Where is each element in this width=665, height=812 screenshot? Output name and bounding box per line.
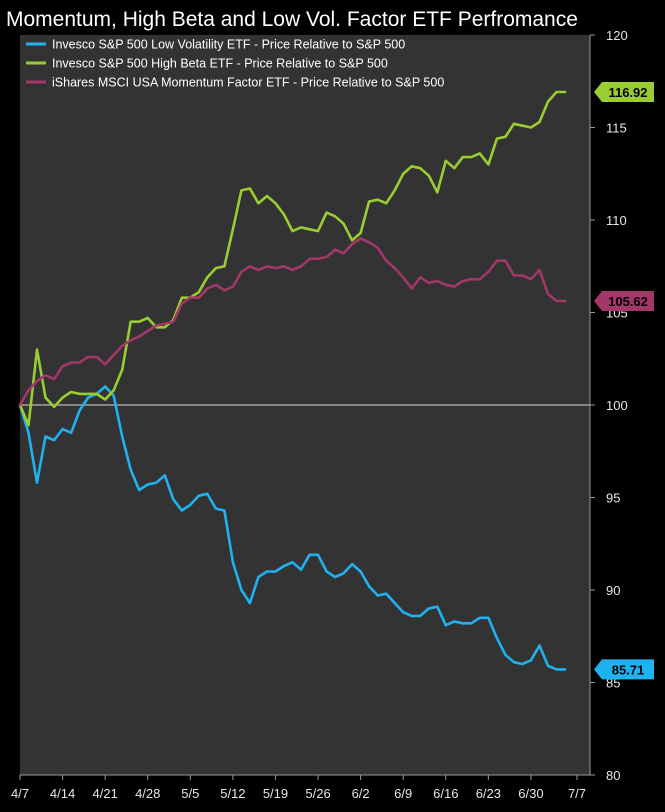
- x-tick-label: 4/21: [93, 786, 118, 801]
- legend-entry: iShares MSCI USA Momentum Factor ETF - P…: [52, 76, 444, 90]
- series-line-2: [18, 237, 567, 407]
- end-value-label: 85.71: [594, 659, 654, 680]
- y-tick-label: 120: [606, 28, 628, 43]
- y-tick-label: 115: [606, 121, 627, 136]
- x-tick-label: 4/14: [50, 786, 75, 801]
- end-value-tag: [594, 659, 654, 680]
- y-tick-label: 90: [606, 583, 620, 598]
- series-line-1: [18, 90, 567, 427]
- x-tick-label: 6/30: [518, 786, 543, 801]
- y-tick-label: 100: [606, 398, 628, 413]
- end-value-label: 116.92: [594, 81, 654, 102]
- x-tick-label: 4/7: [11, 786, 29, 801]
- x-tick-label: 6/2: [352, 786, 370, 801]
- legend-entry: Invesco S&P 500 Low Volatility ETF - Pri…: [52, 38, 405, 52]
- x-tick-label: 6/16: [433, 786, 458, 801]
- x-tick-label: 5/19: [263, 786, 288, 801]
- x-tick-label: 6/9: [394, 786, 412, 801]
- y-tick-label: 110: [606, 213, 627, 228]
- end-value-tag: [594, 291, 654, 312]
- end-value-label: 105.62: [594, 291, 654, 312]
- y-tick-label: 95: [606, 491, 620, 506]
- x-tick-label: 5/12: [220, 786, 245, 801]
- end-value-text: 85.71: [612, 662, 645, 677]
- legend-entry: Invesco S&P 500 High Beta ETF - Price Re…: [52, 57, 388, 71]
- end-value-text: 116.92: [608, 85, 647, 100]
- end-value-tag: [594, 81, 654, 102]
- x-tick-label: 5/5: [181, 786, 199, 801]
- y-tick-label: 80: [606, 768, 620, 783]
- x-tick-label: 6/23: [476, 786, 501, 801]
- end-value-text: 105.62: [608, 294, 648, 309]
- x-tick-label: 4/28: [135, 786, 160, 801]
- chart-title: Momentum, High Beta and Low Vol. Factor …: [6, 8, 578, 31]
- x-tick-label: 5/26: [305, 786, 330, 801]
- x-tick-label: 7/7: [568, 786, 586, 801]
